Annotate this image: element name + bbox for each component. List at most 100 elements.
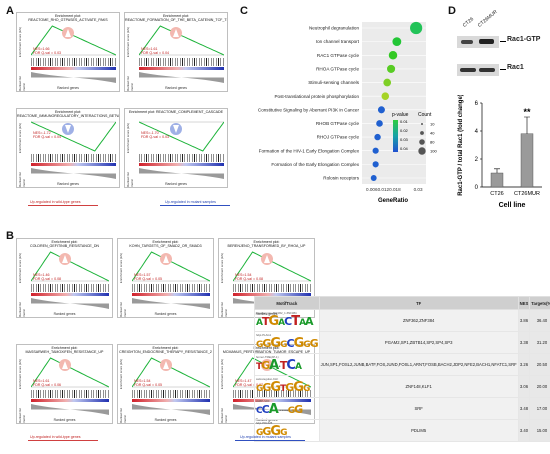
band-label-rac1: Rac1 — [507, 64, 524, 71]
y-tick-label: 2 — [475, 157, 479, 163]
nes-cell: 3.48 — [517, 397, 531, 420]
category-label: RHOJ GTPase cycle — [317, 135, 360, 140]
sequence-logo: GGGGCGGG — [256, 337, 319, 352]
rank-plot — [132, 298, 210, 309]
band — [479, 39, 494, 44]
es-plot — [31, 121, 116, 152]
motif-table-wrap: MotifTrackTFNESTargets(%)transfac_pro-ZN… — [254, 296, 550, 446]
logo-letter: A — [278, 318, 285, 328]
plot-area — [362, 22, 426, 184]
count-tick: 10 — [430, 122, 435, 127]
rank-metric-area — [31, 72, 116, 83]
rank-plot — [31, 72, 116, 83]
logo-letter: A — [256, 318, 263, 328]
es-axis-label: Enrichment score (ES) — [18, 359, 22, 390]
table-row: homer-TRE(AP-1) TGA·TCA JUN,SP1,FOSL2,JUNB… — [254, 353, 550, 376]
arrow-left-icon — [500, 41, 506, 42]
nes-stat: NES=1.61 — [141, 47, 158, 51]
arrow-up-icon — [62, 27, 74, 39]
rank-metric-area — [139, 72, 224, 83]
es-axis-label: Enrichment score (ES) — [220, 359, 224, 390]
x-tick-label: 0.018 — [389, 187, 401, 192]
es-axis-label: Enrichment score (ES) — [18, 123, 22, 154]
table-row: transfac_pro-ZNF362_1 ZNF384 ATGACTAA ZNF3… — [254, 309, 550, 332]
logo-letter: T — [291, 314, 300, 329]
panel-label-b: B — [6, 230, 14, 242]
dot-point — [374, 133, 381, 141]
dot-point — [381, 92, 390, 100]
hit-markers — [233, 284, 311, 292]
category-label: Neutrophil degranulation — [309, 26, 360, 31]
logo-letter: G — [256, 428, 263, 438]
hit-markers — [31, 390, 109, 398]
arrow-left-icon — [500, 69, 506, 70]
nes-stat: NES=1.54 — [134, 379, 151, 383]
count-legend-dot — [421, 123, 423, 125]
band — [460, 68, 476, 72]
nes-cell: 3.06 — [517, 375, 531, 398]
count-legend-dot — [420, 131, 424, 135]
gsea-title: Enrichment plot: CREIGHTON_ENDOCRINE_THE… — [119, 346, 212, 355]
fdr-stat: FDR Q-val = 0.03 — [33, 51, 62, 55]
count-tick: 80 — [430, 140, 435, 145]
left-regulation-tag: Up-regulated in wild-type genes — [30, 200, 81, 204]
nes-stat: NES=1.47 — [235, 379, 252, 383]
x-axis-label: Ranked genes — [53, 312, 76, 316]
logo-letter: G — [293, 380, 304, 395]
gsea-plot: Enrichment plot: REACTOME_COMPLEMENT_CAS… — [124, 108, 228, 188]
es-axis-label: Enrichment score (ES) — [119, 359, 123, 390]
nes-stat: NES=1.66 — [33, 47, 50, 51]
motif-logo-cell: transfac_pro-ZNF362_1 ZNF384 ATGACTAA — [254, 309, 320, 332]
dot-plot-chart: Neutrophil degranulation Ion channel tran… — [258, 21, 437, 204]
logo-letter: · — [281, 407, 284, 415]
rank-color-bar — [132, 293, 210, 296]
es-axis-label: Enrichment score (ES) — [18, 253, 22, 284]
x-tick-label: CT26 — [490, 191, 503, 197]
hit-markers — [132, 284, 210, 292]
pvalue-tick: 0.03 — [400, 137, 409, 142]
targets-cell: 20.50 — [529, 353, 550, 376]
blot-strip-gtp — [457, 36, 499, 48]
western-blot: CT26 CT26MUR Rac1-GTP Rac1 — [455, 9, 550, 92]
error-bar — [494, 168, 500, 173]
dot-point — [392, 37, 402, 47]
targets-cell: 36.40 — [529, 309, 550, 332]
motif-logo-cell: hdpi-PLAG1 GGGGCGGG — [254, 331, 320, 354]
fdr-stat: FDR Q-val = 0.04 — [141, 51, 170, 55]
rank-plot — [31, 404, 109, 415]
hit-markers — [31, 58, 116, 66]
logo-letter: · — [279, 407, 282, 415]
gsea-plot: Enrichment plot: COLDREN_GEFITINIB_RESIS… — [16, 238, 113, 318]
sequence-logo: GGGTGGG — [256, 381, 318, 396]
y-tick-label: 6 — [475, 101, 479, 107]
logo-letter: C — [286, 337, 294, 350]
gsea-title: Enrichment plot: BERENJENO_TRANSFORMED_B… — [227, 240, 306, 249]
sequence-logo: ATGACTAA — [256, 315, 318, 330]
rank-plot — [31, 298, 109, 309]
rank-color-bar — [31, 67, 116, 70]
rank-plot — [139, 72, 224, 83]
tf-cell: ZNF362,ZNF384 — [318, 309, 519, 332]
category-label: Formation of the Early Elongation Comple… — [271, 162, 359, 167]
gsea-title: Enrichment plot: REACTOME_IMMUNOREGULATO… — [17, 110, 120, 119]
y-axis-title: Rac1-GTP / total Rac1 (fold change) — [458, 95, 464, 196]
tf-cell: ZNF148,KLF1 — [318, 375, 519, 398]
hit-markers — [31, 154, 116, 162]
motif-id: hdpi-PDLIM5 — [256, 421, 273, 425]
logo-letter: T — [279, 359, 287, 372]
sequence-logo: TGA·TCA — [256, 359, 318, 374]
logo-letter: · — [286, 407, 289, 415]
motif-table: MotifTrackTFNESTargets(%)transfac_pro-ZN… — [254, 296, 550, 442]
dot-point — [410, 21, 423, 35]
category-label: Rolosin receptors — [323, 176, 359, 181]
left-arrow-icon — [28, 205, 98, 206]
logo-letter: · — [282, 407, 286, 415]
table-row: swissregulon-KLF GGGTGGG ZNF148,KLF1 3.06 20… — [254, 375, 550, 398]
arrow-down-icon — [170, 123, 182, 135]
arrow-down-icon — [62, 123, 74, 135]
rank-color-bar — [31, 293, 109, 296]
fdr-stat: FDR Q-val = 0.05 — [134, 383, 163, 387]
x-tick-label: 0.006 — [366, 187, 378, 192]
y-tick-label: 0 — [475, 185, 479, 191]
right-arrow-icon — [235, 440, 305, 441]
